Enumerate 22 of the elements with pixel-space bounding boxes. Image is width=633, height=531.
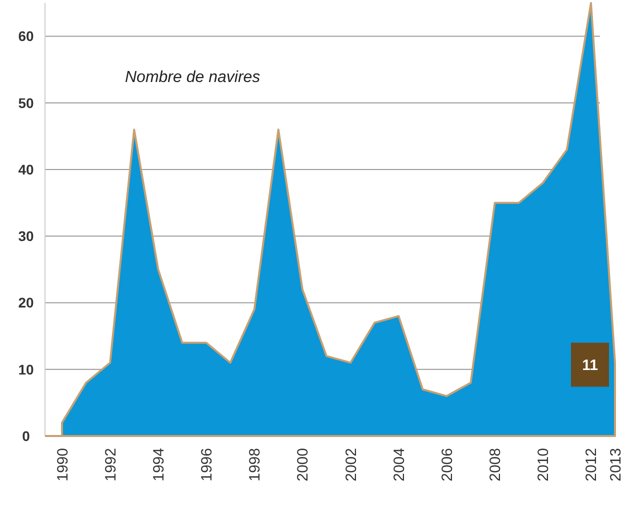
x-tick-label: 2006 — [438, 448, 456, 482]
y-tick-label: 30 — [18, 228, 34, 244]
x-tick-label: 1990 — [54, 448, 72, 482]
x-tick-label: 1996 — [198, 448, 216, 482]
x-tick-label: 2004 — [390, 448, 408, 482]
x-tick-label: 2013 — [607, 448, 624, 482]
x-tick-label: 2012 — [583, 448, 600, 482]
y-tick-label: 60 — [18, 28, 34, 44]
y-tick-label: 50 — [18, 94, 34, 111]
x-tick-label: 1998 — [246, 448, 264, 482]
x-tick-label: 1992 — [102, 448, 120, 482]
annotation: Nombre de navires — [125, 69, 260, 86]
y-tick-label: 20 — [18, 294, 34, 311]
x-tick-label: 2000 — [294, 448, 312, 482]
x-tick-label: 2008 — [487, 448, 504, 482]
x-tick-label: 1994 — [150, 448, 168, 482]
text: 11 — [582, 356, 598, 374]
x-tick-label: 2010 — [535, 448, 552, 482]
y-tick-label: 40 — [18, 161, 34, 178]
y-tick-label: 10 — [18, 361, 34, 378]
y-tick-label: 0 — [22, 428, 30, 444]
x-tick-label: 2002 — [342, 448, 360, 482]
